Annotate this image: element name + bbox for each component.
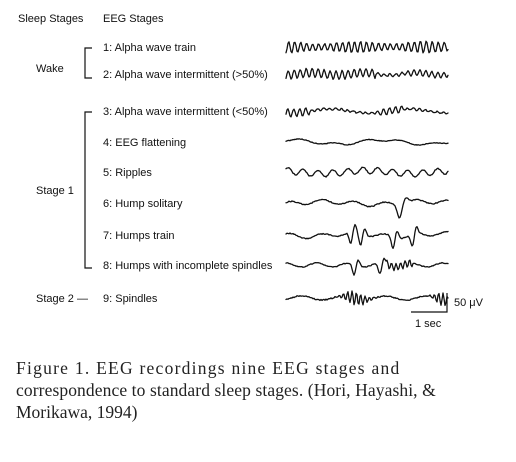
eeg-trace-9 — [285, 290, 449, 307]
eeg-stage-labels: 1: Alpha wave train 2: Alpha wave intermi… — [103, 42, 273, 305]
scale-bar — [411, 293, 448, 313]
eeg-stage-label-6: 6: Hump solitary — [103, 198, 183, 210]
eeg-trace-7 — [285, 223, 449, 250]
eeg-trace-4 — [285, 138, 449, 146]
figure-caption: Figure 1. EEG recordings nine EEG stages… — [16, 357, 502, 423]
caption-line-3: Morikawa, 1994) — [16, 402, 138, 422]
eeg-stage-label-5: 5: Ripples — [103, 167, 152, 179]
eeg-stage-label-1: 1: Alpha wave train — [103, 42, 196, 54]
caption-line-2: correspondence to standard sleep stages.… — [16, 380, 436, 400]
eeg-stage-label-9: 9: Spindles — [103, 293, 158, 305]
eeg-trace-5 — [285, 166, 449, 178]
sleep-stage-2: Stage 2 — — [36, 293, 88, 305]
eeg-trace-2 — [285, 67, 449, 80]
stage1-bracket — [84, 111, 92, 269]
eeg-trace-3 — [285, 105, 449, 118]
scale-amplitude-label: 50 μV — [454, 297, 484, 309]
header-sleep-stages: Sleep Stages — [18, 13, 84, 25]
eeg-trace-1 — [285, 40, 449, 54]
eeg-trace-6 — [285, 197, 449, 219]
eeg-stage-label-2: 2: Alpha wave intermittent (>50%) — [103, 69, 268, 81]
caption-line-1: Figure 1. EEG recordings nine EEG stages… — [16, 358, 401, 378]
sleep-stage-wake: Wake — [36, 63, 64, 75]
eeg-stage-label-8: 8: Humps with incomplete spindles — [103, 260, 273, 272]
header-eeg-stages: EEG Stages — [103, 13, 164, 25]
eeg-trace-8 — [285, 257, 449, 276]
wake-bracket — [84, 47, 92, 79]
scale-time-label: 1 sec — [415, 318, 442, 330]
eeg-traces — [285, 40, 449, 307]
eeg-stage-label-7: 7: Humps train — [103, 230, 175, 242]
eeg-stage-label-4: 4: EEG flattening — [103, 137, 186, 149]
eeg-stage-label-3: 3: Alpha wave intermittent (<50%) — [103, 106, 268, 118]
sleep-stage-1: Stage 1 — [36, 185, 74, 197]
